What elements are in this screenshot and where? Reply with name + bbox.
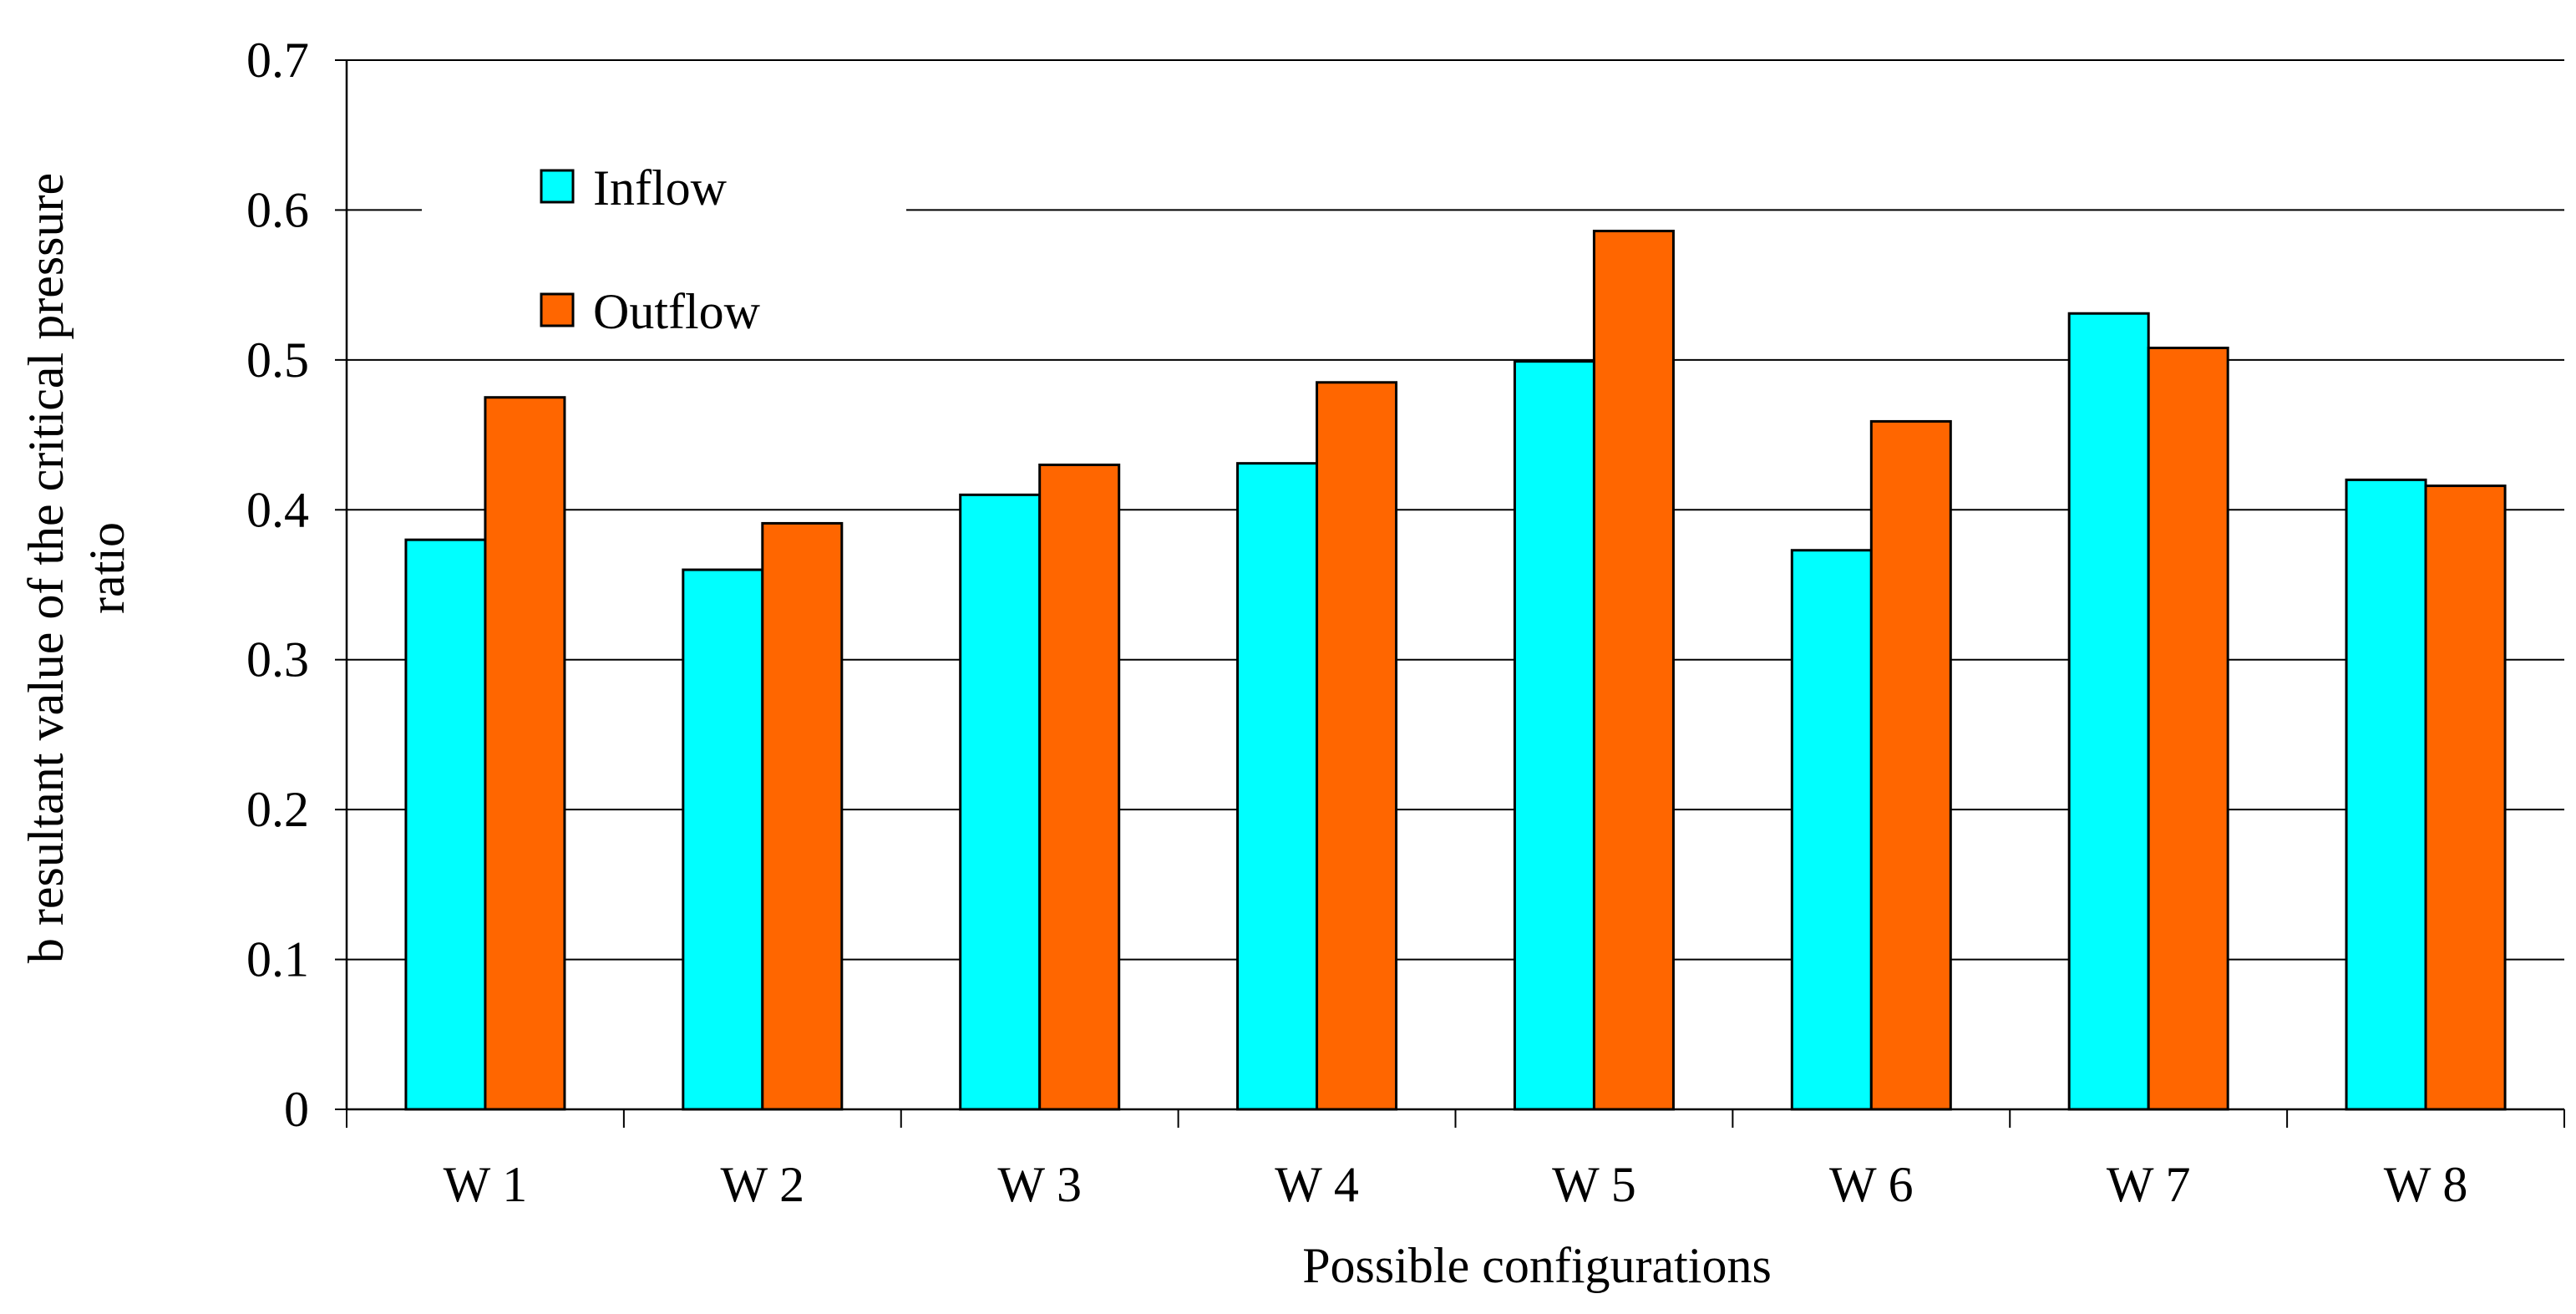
y-tick-label: 0.3: [246, 632, 309, 687]
x-tick-label: W 1: [444, 1157, 528, 1212]
y-tick-label: 0: [284, 1082, 309, 1137]
x-tick-label: W 5: [1552, 1157, 1636, 1212]
x-tick-label: W 6: [1829, 1157, 1914, 1212]
bar-inflow-w4: [1236, 462, 1319, 1111]
legend-label-inflow: Inflow: [593, 160, 728, 216]
legend-swatch-outflow: [540, 292, 575, 327]
x-tick-label: W 7: [2107, 1157, 2191, 1212]
y-axis-title-line-1: b resultant value of the critical pressu…: [18, 173, 74, 963]
y-axis-title: b resultant value of the critical pressu…: [18, 173, 134, 963]
bar-outflow-w5: [1592, 230, 1675, 1111]
y-axis-title-line-2: ratio: [79, 522, 134, 614]
bar-inflow-w5: [1513, 360, 1595, 1111]
y-tick-label: 0.1: [246, 932, 309, 987]
y-tick-label: 0.2: [246, 782, 309, 837]
bar-inflow-w1: [404, 538, 487, 1111]
y-tick-label: 0.5: [246, 332, 309, 388]
x-tick-label: W 4: [1275, 1157, 1359, 1212]
bar-outflow-w6: [1869, 419, 1952, 1111]
axes: 0 0.1 0.2 0.3 0.4 0.5 0.6 0.7 W 1 W 2 W 3 W 4 W 5 W 6…: [246, 33, 2565, 1212]
legend-swatch-inflow: [540, 169, 575, 204]
x-tick-label: W 2: [721, 1157, 805, 1212]
bar-inflow-w3: [959, 493, 1042, 1111]
bar-outflow-w4: [1316, 381, 1398, 1111]
bar-inflow-w7: [2067, 312, 2150, 1111]
bars: [404, 230, 2507, 1111]
bar-outflow-w2: [761, 521, 844, 1111]
bar-inflow-w6: [1790, 549, 1873, 1111]
x-tick-label: W 8: [2384, 1157, 2468, 1212]
bar-inflow-w8: [2345, 478, 2427, 1111]
bar-outflow-w3: [1038, 463, 1121, 1111]
bar-outflow-w8: [2424, 485, 2507, 1111]
x-axis-title: Possible configurations: [1302, 1238, 1772, 1293]
legend-background: [422, 129, 906, 355]
y-tick-label: 0.7: [246, 33, 309, 88]
y-tick-label: 0.4: [246, 482, 309, 537]
bar-inflow-w2: [682, 568, 764, 1111]
y-tick-label: 0.6: [246, 182, 309, 237]
bar-outflow-w7: [2147, 347, 2229, 1111]
legend-label-outflow: Outflow: [593, 284, 761, 339]
bar-outflow-w1: [484, 396, 566, 1111]
legend: Inflow Outflow: [422, 129, 906, 355]
x-tick-label: W 3: [997, 1157, 1082, 1212]
